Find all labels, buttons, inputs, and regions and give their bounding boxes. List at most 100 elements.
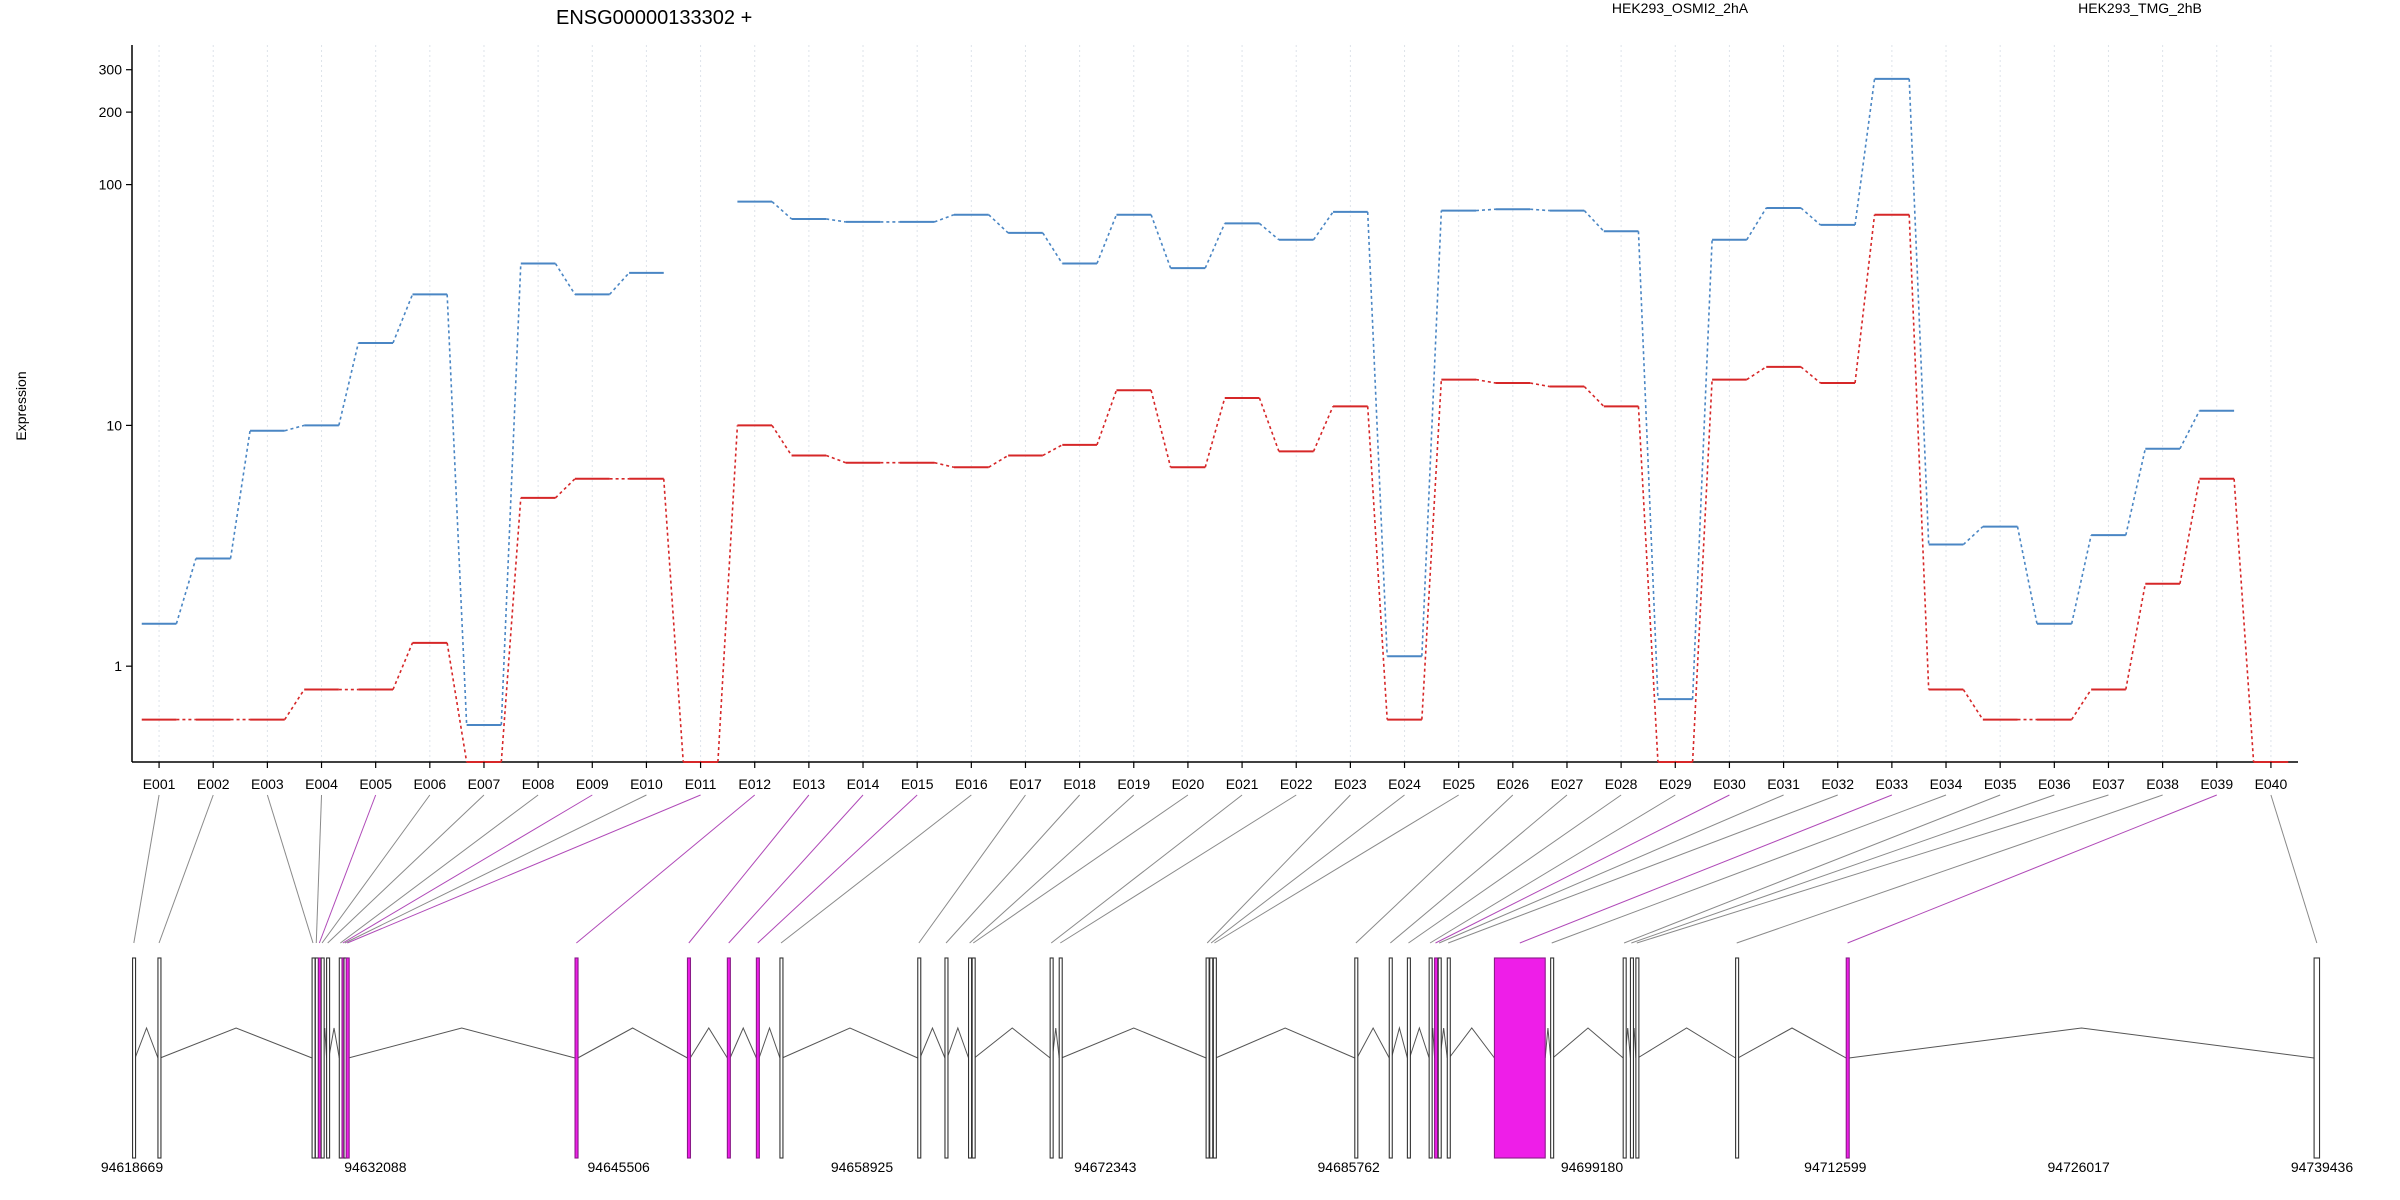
series-2	[141, 77, 2235, 726]
intron	[1448, 1027, 1495, 1059]
transition-line	[175, 558, 197, 625]
transition-line	[1475, 378, 1496, 384]
connector-E024	[1210, 794, 1405, 944]
transition-line	[1258, 222, 1280, 241]
connector-E031	[1438, 794, 1784, 944]
x-tick-E016: E016	[955, 776, 988, 792]
transition-line	[1962, 525, 1984, 546]
exon-E040	[2313, 957, 2321, 1159]
transition-line	[554, 263, 576, 295]
exon-E031	[1437, 957, 1442, 1159]
legend-entry-2: HEK293_TMG_2hB	[2078, 0, 2202, 16]
coordinate-label: 94632088	[344, 1159, 407, 1175]
transition-line	[1042, 444, 1063, 457]
transition-line	[1421, 379, 1443, 720]
transition-line	[1258, 397, 1280, 452]
y-tick-label: 1	[114, 658, 122, 674]
exon-E032	[1446, 957, 1451, 1159]
exon-E015	[755, 957, 760, 1159]
connector-E023	[1206, 794, 1351, 944]
transition-line	[500, 497, 522, 763]
x-tick-E021: E021	[1226, 776, 1259, 792]
connector-E001	[133, 794, 160, 944]
x-tick-E030: E030	[1713, 776, 1746, 792]
connector-E022	[1060, 794, 1297, 944]
transition-line	[988, 214, 1009, 234]
exon-E027	[1388, 957, 1393, 1159]
exon-E039	[1845, 957, 1850, 1159]
transition-line	[2070, 689, 2092, 721]
connector-E032	[1448, 794, 1838, 944]
connector-E030	[1435, 794, 1730, 944]
intron	[1409, 1026, 1430, 1059]
exon-E022	[1058, 957, 1063, 1159]
genomic-coordinates: 94618669 94632088 94645506 94658925 94672343…	[101, 1159, 2354, 1175]
connector-E013	[688, 794, 810, 944]
connector-E039	[1847, 794, 2217, 944]
transition-line	[284, 424, 305, 432]
transition-line	[2125, 448, 2147, 536]
exon-E028	[1406, 957, 1411, 1159]
transition-line	[1150, 214, 1172, 269]
exon-E023	[1205, 957, 1210, 1159]
x-tick-E023: E023	[1334, 776, 1367, 792]
x-tick-E018: E018	[1063, 776, 1096, 792]
exon-E011	[345, 957, 350, 1159]
intron	[1552, 1027, 1624, 1059]
connector-E040	[2270, 794, 2318, 944]
x-tick-E008: E008	[522, 776, 555, 792]
coordinate-label: 94618669	[101, 1159, 164, 1175]
connector-E011	[347, 794, 701, 944]
transition-line	[1908, 214, 1930, 690]
x-tick-E013: E013	[793, 776, 826, 792]
y-tick-label: 100	[99, 177, 123, 193]
x-tick-E010: E010	[630, 776, 663, 792]
transition-line	[500, 263, 522, 725]
connector-E034	[1551, 794, 1947, 944]
x-tick-E001: E001	[143, 776, 176, 792]
exon-E012	[574, 957, 579, 1159]
transition-line	[1583, 210, 1605, 232]
transition-line	[2125, 583, 2147, 690]
transition-line	[934, 461, 955, 469]
intron	[758, 1026, 781, 1059]
connector-E009	[342, 794, 593, 944]
connector-E004	[315, 794, 323, 944]
x-tick-E035: E035	[1984, 776, 2017, 792]
transition-line	[392, 642, 414, 690]
transition-line	[1854, 214, 1876, 384]
exon-E036	[1629, 957, 1634, 1159]
transition-line	[1800, 207, 1821, 226]
x-tick-E024: E024	[1388, 776, 1421, 792]
x-tick-E020: E020	[1172, 776, 1205, 792]
x-tick-labels: E001 E002 E003 E004 E005 E006 E007 E008 E009 E010…	[143, 762, 2287, 792]
x-tick-E014: E014	[847, 776, 880, 792]
x-tick-E031: E031	[1767, 776, 1800, 792]
x-tick-E011: E011	[685, 776, 717, 792]
x-tick-E022: E022	[1280, 776, 1313, 792]
exon-E001	[132, 957, 137, 1159]
exon-E019	[967, 957, 973, 1159]
transition-line	[1637, 231, 1659, 700]
transition-line	[446, 294, 468, 725]
exon-E025	[1212, 957, 1217, 1159]
transition-line	[662, 478, 685, 763]
y-tick-label: 10	[106, 417, 122, 433]
x-tick-E037: E037	[2092, 776, 2125, 792]
exon-E038	[1735, 957, 1740, 1159]
connector-E005	[318, 794, 377, 944]
transition-line	[392, 294, 414, 344]
intron	[946, 1026, 970, 1059]
exon-E035	[1622, 957, 1627, 1159]
connector-E006	[321, 794, 431, 944]
connector-E038	[1736, 794, 2163, 944]
coordinate-label: 94645506	[588, 1159, 651, 1175]
transition-line	[1854, 78, 1876, 226]
transition-line	[1366, 406, 1388, 720]
x-tick-E009: E009	[576, 776, 609, 792]
transition-line	[2179, 478, 2201, 584]
transition-line	[338, 342, 360, 426]
transition-line	[2233, 478, 2255, 763]
series-lines	[141, 77, 2289, 763]
